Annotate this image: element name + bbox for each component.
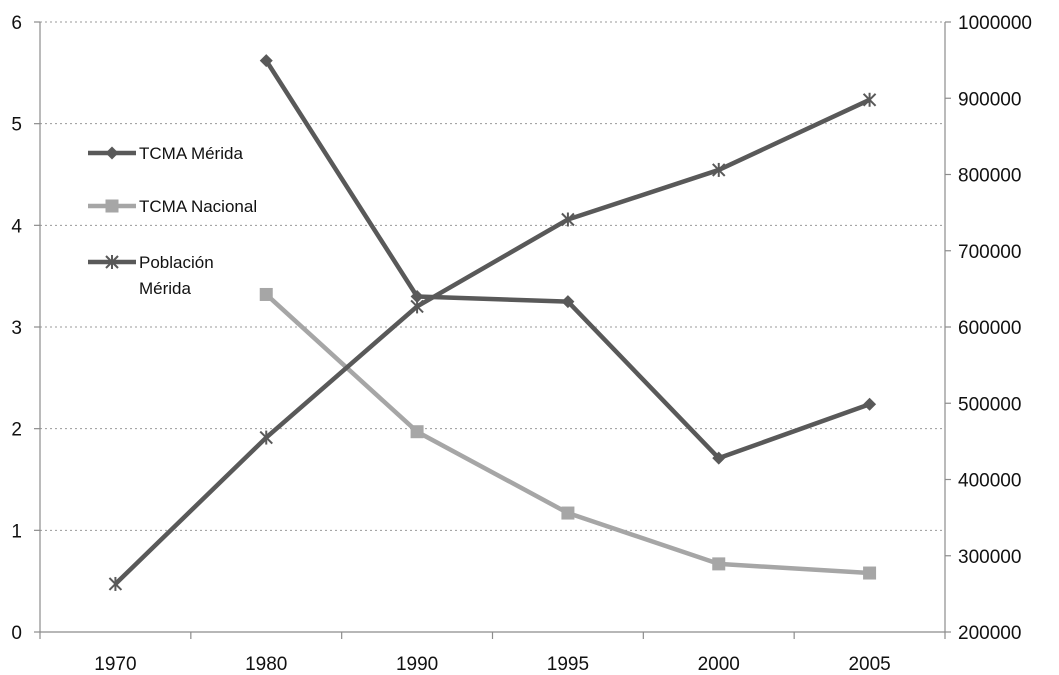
legend-marker-2 xyxy=(105,255,119,269)
data-point-1 xyxy=(561,506,575,520)
gridlines xyxy=(40,21,945,531)
data-point-0 xyxy=(259,54,273,68)
data-point-0 xyxy=(712,451,726,465)
series-line-0 xyxy=(264,59,871,461)
left-tick-label: 5 xyxy=(11,115,22,136)
left-tick-label: 3 xyxy=(11,318,22,339)
series-line-2 xyxy=(113,97,871,586)
right-tick-label: 200000 xyxy=(958,623,1021,644)
data-point-2 xyxy=(862,92,877,107)
x-tick-label: 1995 xyxy=(547,654,589,675)
legend-label-1: TCMA Nacional xyxy=(139,197,257,216)
data-point-2 xyxy=(410,299,424,314)
x-tick-label: 2000 xyxy=(698,654,740,675)
right-tick-label: 1000000 xyxy=(958,13,1032,34)
data-point-1 xyxy=(410,425,424,439)
left-tick-label: 6 xyxy=(11,13,22,34)
right-tick-label: 600000 xyxy=(958,318,1021,339)
data-point-2 xyxy=(561,212,575,227)
left-tick-label: 0 xyxy=(11,623,22,644)
series-lines xyxy=(108,54,877,591)
axes: 0 1 2 3 4 5 6 200000 300000 400000 500000 600000 700… xyxy=(11,13,1032,675)
data-point-2 xyxy=(712,162,726,177)
right-tick-label: 500000 xyxy=(958,394,1021,415)
data-point-2 xyxy=(108,576,123,591)
right-tick-label: 700000 xyxy=(958,242,1021,263)
x-tick-label: 1990 xyxy=(396,654,438,675)
legend: TCMA Mérida TCMA Nacional Población Mérida xyxy=(88,144,257,298)
legend-label-2: Población xyxy=(139,253,214,272)
data-point-1 xyxy=(712,557,726,571)
legend-label-0: TCMA Mérida xyxy=(139,144,243,163)
data-point-0 xyxy=(561,295,575,309)
x-tick-label: 1970 xyxy=(94,654,136,675)
left-tick-label: 4 xyxy=(11,216,22,237)
data-point-2 xyxy=(259,430,273,445)
legend-marker-0 xyxy=(105,146,119,160)
x-tick-label: 2005 xyxy=(848,654,890,675)
right-tick-label: 800000 xyxy=(958,166,1021,187)
data-point-0 xyxy=(863,397,877,411)
data-point-1 xyxy=(259,287,273,301)
left-tick-label: 1 xyxy=(11,521,22,542)
right-tick-label: 400000 xyxy=(958,471,1021,492)
left-tick-label: 2 xyxy=(11,420,22,441)
x-tick-label: 1980 xyxy=(245,654,287,675)
data-point-0 xyxy=(410,290,424,303)
legend-label-2: Mérida xyxy=(139,279,192,298)
series-line-1 xyxy=(264,292,870,576)
right-tick-label: 300000 xyxy=(958,547,1021,568)
legend-marker-1 xyxy=(105,199,119,213)
right-tick-label: 900000 xyxy=(958,89,1021,110)
data-point-1 xyxy=(863,566,877,580)
